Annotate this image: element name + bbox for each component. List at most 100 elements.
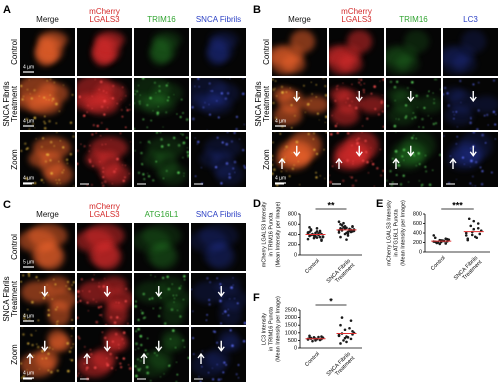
puncta: [472, 132, 476, 134]
data-point: [343, 328, 347, 332]
puncta: [336, 132, 339, 135]
puncta: [447, 104, 451, 107]
puncta: [183, 346, 186, 348]
puncta: [407, 181, 410, 183]
puncta: [191, 288, 193, 290]
puncta: [448, 182, 451, 184]
puncta: [134, 102, 135, 105]
puncta: [86, 111, 88, 113]
puncta: [298, 92, 300, 94]
data-point: [337, 220, 341, 223]
puncta: [120, 108, 123, 111]
puncta: [211, 90, 214, 92]
puncta: [26, 88, 29, 91]
puncta: [331, 114, 333, 117]
micrograph: [272, 28, 327, 76]
puncta: [360, 83, 362, 86]
puncta: [394, 149, 398, 153]
puncta: [135, 300, 137, 302]
puncta: [71, 327, 74, 330]
puncta: [398, 118, 400, 120]
puncta: [28, 128, 31, 130]
arrow: [155, 286, 163, 298]
row-label: Zoom: [10, 344, 19, 365]
puncta: [220, 182, 223, 185]
puncta: [434, 78, 436, 81]
puncta: [435, 122, 438, 125]
puncta: [154, 275, 156, 278]
puncta: [221, 296, 223, 298]
puncta: [39, 291, 42, 294]
puncta: [381, 94, 384, 96]
y-tick-label: 0: [294, 345, 297, 351]
puncta: [285, 170, 288, 172]
puncta: [160, 145, 164, 148]
puncta: [181, 339, 185, 342]
puncta: [34, 127, 36, 129]
puncta: [453, 114, 456, 116]
puncta: [295, 140, 299, 144]
puncta: [194, 137, 196, 139]
puncta: [243, 321, 246, 325]
arrow: [335, 157, 343, 169]
puncta: [492, 110, 496, 114]
puncta: [208, 82, 211, 85]
puncta: [374, 108, 377, 110]
puncta: [150, 274, 152, 276]
puncta: [219, 299, 222, 303]
puncta: [391, 181, 394, 184]
cell-signal: [452, 54, 477, 74]
puncta: [105, 91, 108, 94]
puncta: [137, 84, 140, 87]
puncta: [141, 311, 144, 315]
puncta: [217, 378, 221, 381]
puncta: [205, 319, 208, 321]
arrow: [293, 145, 301, 157]
y-tick-label: 2500: [285, 307, 297, 313]
puncta: [220, 322, 223, 325]
data-point: [345, 226, 348, 230]
micrograph: [20, 223, 75, 271]
puncta: [477, 81, 480, 84]
puncta: [159, 306, 162, 310]
puncta: [417, 152, 421, 155]
puncta: [100, 105, 104, 109]
puncta: [102, 176, 105, 179]
data-point: [309, 228, 313, 231]
puncta: [186, 151, 189, 154]
puncta: [179, 315, 182, 318]
puncta: [214, 165, 218, 169]
y-axis-label: in TRIM16 Puncta: [268, 306, 274, 351]
micrograph: [386, 132, 441, 187]
puncta: [134, 305, 137, 308]
cell-signal: [40, 151, 64, 178]
puncta: [48, 99, 50, 101]
puncta: [232, 284, 234, 286]
puncta: [47, 313, 51, 317]
puncta: [43, 120, 46, 123]
puncta: [80, 278, 84, 281]
puncta: [87, 104, 89, 107]
puncta: [363, 82, 365, 85]
puncta: [83, 145, 86, 148]
puncta: [304, 111, 306, 113]
puncta: [95, 301, 97, 303]
puncta: [241, 92, 245, 96]
puncta: [122, 164, 124, 166]
puncta: [146, 172, 149, 175]
puncta: [285, 145, 288, 149]
column-header: mCherry: [341, 7, 372, 16]
puncta: [71, 284, 74, 286]
puncta: [461, 156, 465, 159]
row-label: Zoom: [10, 149, 19, 170]
puncta: [163, 373, 165, 375]
arrow: [155, 340, 163, 352]
puncta: [28, 79, 30, 81]
puncta: [186, 147, 189, 149]
puncta: [215, 100, 218, 102]
puncta: [324, 85, 327, 88]
puncta: [162, 177, 165, 180]
puncta: [299, 183, 301, 186]
puncta: [182, 141, 186, 145]
data-point: [306, 237, 310, 241]
